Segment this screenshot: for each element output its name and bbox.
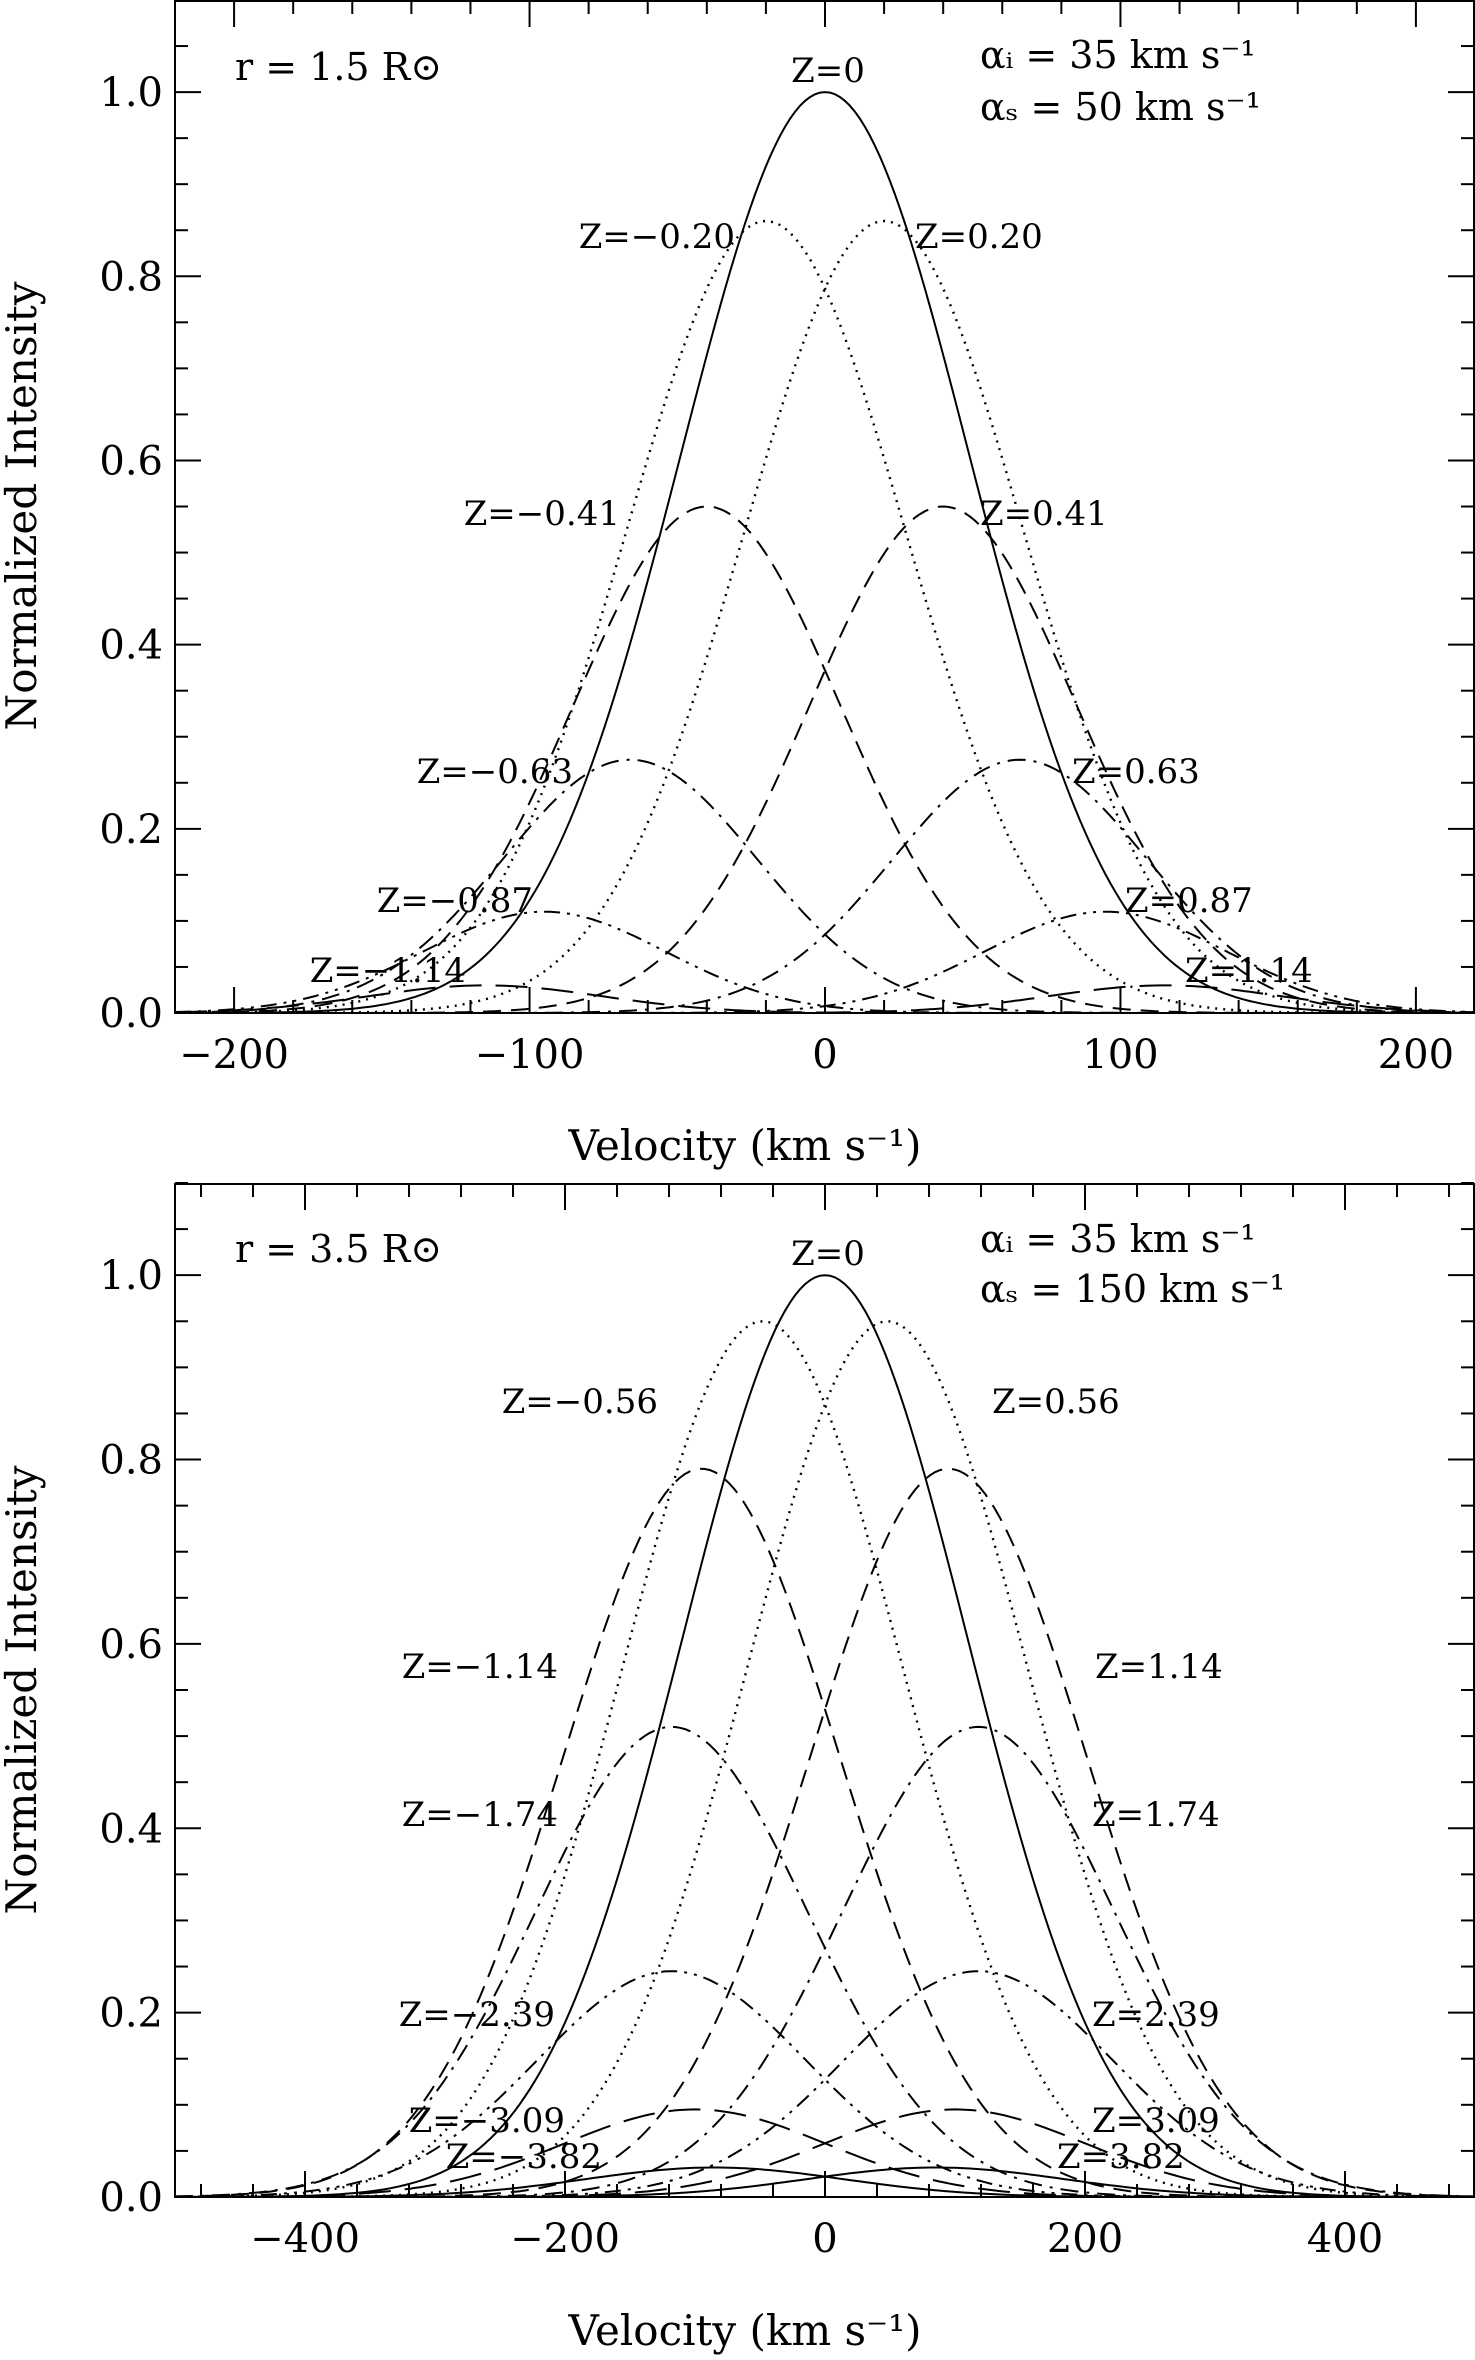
alpha-i-label: αᵢ = 35 km s⁻¹ [980, 1217, 1256, 1261]
series-label: Z=−1.14 [402, 1647, 558, 1687]
series-label: Z=0 [791, 51, 865, 91]
series-label: Z=3.82 [1057, 2137, 1185, 2177]
y-axis-label: Normalized Intensity [0, 1465, 46, 1914]
series-label: Z=−1.74 [402, 1795, 558, 1835]
y-tick-label: 0.8 [99, 254, 163, 300]
series-label: Z=1.14 [1095, 1647, 1223, 1687]
series-line [175, 1970, 1475, 2197]
series-line [175, 910, 1475, 1013]
series-label: Z=0.56 [992, 1382, 1120, 1422]
y-tick-label: 0.8 [99, 1438, 163, 1484]
x-tick-label: −200 [179, 1032, 289, 1078]
series-label: Z=0.41 [980, 494, 1108, 534]
series-label: Z=1.74 [1092, 1795, 1220, 1835]
series-line [175, 2166, 1475, 2197]
x-tick-label: 400 [1307, 2216, 1383, 2262]
series-label: Z=−0.87 [377, 881, 533, 921]
series-line [175, 1725, 1475, 2197]
series-label: Z=0.63 [1072, 752, 1200, 792]
series-label: Z=−1.14 [310, 951, 466, 991]
series-line [175, 2108, 1475, 2197]
y-tick-label: 0.4 [99, 623, 163, 669]
radius-label: r = 1.5 R⊙ [235, 45, 442, 89]
top-panel: −200 −100 0 100 200 0.0 0.2 0.4 0.6 0.8 1.0 Velocit… [0, 0, 1475, 1170]
y-axis-label: Normalized Intensity [0, 281, 46, 730]
bottom-panel: −400 −200 0 200 400 0.0 0.2 0.4 0.6 0.8 1.0 Velocit… [0, 1182, 1475, 2355]
y-tick-label: 0.0 [99, 2175, 163, 2221]
series-label: Z=−2.39 [399, 1995, 555, 2035]
series-label: Z=−0.63 [417, 752, 573, 792]
x-tick-label: 0 [812, 1032, 837, 1078]
x-tick-label: −200 [510, 2216, 620, 2262]
y-tick-label: 1.0 [99, 1253, 163, 1299]
series-label: Z=0 [791, 1234, 865, 1274]
y-tick-label: 0.0 [99, 991, 163, 1037]
series-label: Z=0.20 [915, 217, 1043, 257]
y-tick-label: 0.6 [99, 438, 163, 484]
series-line [175, 758, 1475, 1013]
series-line [175, 910, 1475, 1013]
plot-frame [174, 0, 1475, 1014]
series-line [175, 984, 1475, 1013]
series-label: Z=3.09 [1092, 2101, 1220, 2141]
series-line [175, 1274, 1475, 2197]
series-line [175, 1725, 1475, 2197]
series-label: Z=1.14 [1185, 951, 1313, 991]
x-axis-label: Velocity (km s⁻¹) [568, 1121, 922, 1170]
series-line [175, 1970, 1475, 2197]
series-line [175, 1320, 1475, 2197]
y-tick-label: 0.2 [99, 1991, 163, 2037]
x-axis-label: Velocity (km s⁻¹) [568, 2306, 922, 2355]
x-tick-label: −400 [250, 2216, 360, 2262]
alpha-s-label: αₛ = 150 km s⁻¹ [980, 1267, 1285, 1311]
y-tick-label: 0.4 [99, 1806, 163, 1852]
series-line [175, 505, 1475, 1013]
y-tick-label: 1.0 [99, 70, 163, 116]
series-line [175, 91, 1475, 1013]
series-label: Z=−3.82 [446, 2137, 602, 2177]
series-line [175, 1467, 1475, 2197]
x-tick-label: 100 [1082, 1032, 1158, 1078]
alpha-s-label: αₛ = 50 km s⁻¹ [980, 85, 1261, 129]
series-line [175, 219, 1475, 1013]
series-label: Z=−0.56 [502, 1382, 658, 1422]
series-line [175, 505, 1475, 1013]
radius-label: r = 3.5 R⊙ [235, 1227, 442, 1271]
x-tick-label: −100 [475, 1032, 585, 1078]
y-tick-label: 0.6 [99, 1622, 163, 1668]
series-line [175, 219, 1475, 1013]
series-label: Z=−0.41 [464, 494, 620, 534]
series-label: Z=−0.20 [579, 217, 735, 257]
x-tick-label: 0 [812, 2216, 837, 2262]
series-label: Z=0.87 [1125, 881, 1253, 921]
x-tick-label: 200 [1378, 1032, 1454, 1078]
series-label: Z=−3.09 [409, 2101, 565, 2141]
y-tick-label: 0.2 [99, 807, 163, 853]
series-line [175, 1320, 1475, 2197]
series-line [175, 1467, 1475, 2197]
alpha-i-label: αᵢ = 35 km s⁻¹ [980, 33, 1256, 77]
series-label: Z=2.39 [1092, 1995, 1220, 2035]
plot-frame [174, 1183, 1475, 2198]
x-tick-label: 200 [1047, 2216, 1123, 2262]
